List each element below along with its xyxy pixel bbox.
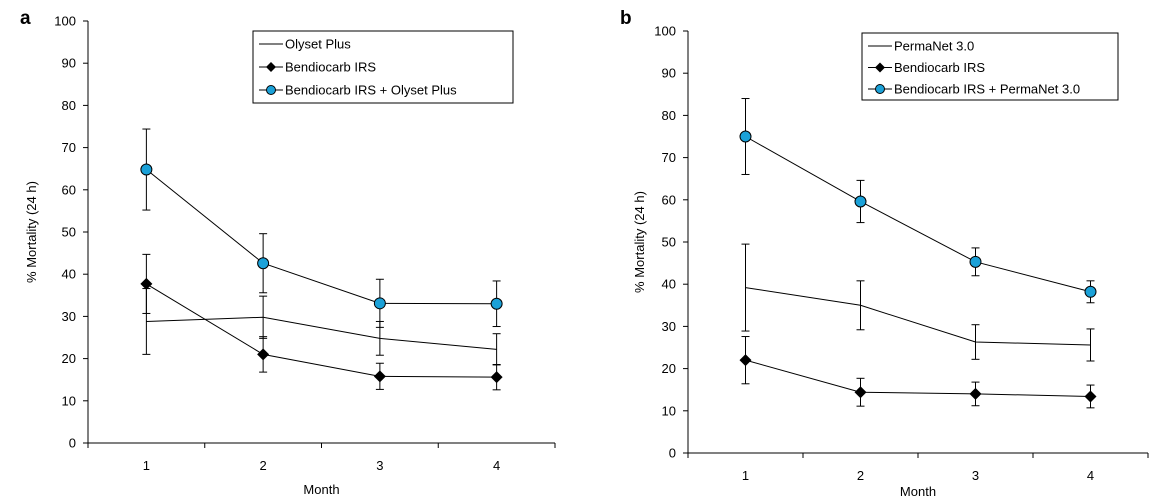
y-tick-label: 60	[62, 182, 76, 197]
y-tick-label: 80	[62, 98, 76, 113]
legend-box	[861, 32, 1119, 101]
y-tick-label: 50	[62, 225, 76, 240]
y-axis-title: % Mortality (24 h)	[24, 181, 39, 283]
legend-label: Bendiocarb IRS + PermaNet 3.0	[894, 82, 1080, 97]
data-point	[490, 371, 503, 384]
series-3	[739, 98, 1097, 304]
series-line	[146, 283, 497, 378]
y-tick-label: 0	[669, 446, 676, 461]
series-1	[142, 288, 501, 366]
y-axis-title: % Mortality (24 h)	[632, 191, 647, 293]
y-tick-label: 40	[62, 267, 76, 282]
x-tick-label: 2	[857, 468, 864, 483]
y-tick-label: 70	[62, 140, 76, 155]
series-2	[739, 336, 1097, 409]
legend-label: Bendiocarb IRS	[285, 60, 376, 75]
data-point	[140, 163, 153, 176]
data-point	[490, 297, 503, 310]
data-point	[739, 130, 752, 143]
y-tick-label: 50	[662, 235, 676, 250]
y-tick-label: 10	[662, 403, 676, 418]
y-tick-label: 80	[662, 108, 676, 123]
data-point	[969, 387, 982, 400]
data-point	[373, 370, 386, 383]
data-point	[739, 354, 752, 367]
chart-panel-a: a 0 10 20 30 40 50 60 70 80 90 100 1 2 3 4 Month % Mortal…	[20, 8, 556, 497]
y-tick-label: 40	[662, 277, 676, 292]
series-3	[140, 128, 503, 328]
x-axis-title: Month	[900, 484, 936, 499]
data-point	[373, 297, 386, 310]
legend-label: Bendiocarb IRS	[894, 60, 985, 75]
x-tick-label: 1	[143, 458, 150, 473]
panel-label: b	[620, 8, 632, 29]
series-line	[146, 169, 497, 305]
series-line	[745, 136, 1091, 293]
legend: Olyset Plus Bendiocarb IRS Bendiocarb IRS …	[252, 30, 514, 104]
x-tick-label: 2	[260, 458, 267, 473]
y-tick-label: 0	[69, 436, 76, 451]
y-tick-label: 30	[662, 319, 676, 334]
y-tick-label: 20	[662, 361, 676, 376]
legend-swatch-marker	[875, 62, 885, 73]
x-tick-label: 1	[742, 468, 749, 483]
data-point	[140, 277, 153, 290]
y-tick-label: 90	[62, 56, 76, 71]
x-axis-title: Month	[303, 482, 339, 497]
data-point	[1084, 285, 1097, 298]
series-2	[140, 253, 503, 391]
legend-swatch-marker	[875, 84, 885, 94]
series-line	[745, 359, 1091, 397]
y-tick-label: 20	[62, 351, 76, 366]
y-tick-label: 100	[654, 24, 676, 39]
data-point	[1084, 390, 1097, 403]
legend-box	[252, 30, 514, 104]
series-line	[745, 287, 1091, 346]
y-tick-label: 70	[662, 150, 676, 165]
panel-label: a	[20, 8, 31, 29]
data-point	[969, 255, 982, 268]
legend-label: PermaNet 3.0	[894, 39, 974, 54]
y-tick-label: 10	[62, 393, 76, 408]
data-point	[854, 386, 867, 399]
y-tick-label: 60	[662, 192, 676, 207]
x-tick-label: 3	[376, 458, 383, 473]
x-tick-label: 4	[1087, 468, 1094, 483]
y-tick-label: 90	[662, 66, 676, 81]
x-tick-label: 3	[972, 468, 979, 483]
legend-swatch-marker	[266, 62, 276, 72]
y-tick-label: 100	[54, 14, 76, 29]
x-tick-label: 4	[493, 458, 500, 473]
data-point	[257, 348, 270, 361]
legend-swatch-marker	[266, 85, 276, 95]
legend: PermaNet 3.0 Bendiocarb IRS Bendiocarb IRS…	[861, 32, 1119, 101]
legend-label: Olyset Plus	[285, 37, 351, 52]
data-point	[257, 257, 270, 270]
series-1	[741, 243, 1095, 362]
y-tick-label: 30	[62, 309, 76, 324]
series-line	[146, 316, 497, 350]
legend-label: Bendiocarb IRS + Olyset Plus	[285, 83, 457, 98]
chart-panel-b: b 0 10 20 30 40 50 60 70 80 90 100 1 2 3 4 Month % Mortal…	[620, 8, 1149, 499]
data-point	[854, 195, 867, 208]
